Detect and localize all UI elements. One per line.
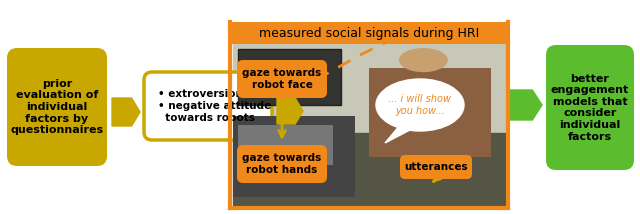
Text: prior
evaluation of
individual
factors by
questionnaires: prior evaluation of individual factors b… — [10, 79, 104, 135]
Text: gaze towards
robot face: gaze towards robot face — [243, 68, 322, 90]
FancyBboxPatch shape — [238, 49, 341, 105]
FancyBboxPatch shape — [230, 22, 508, 44]
FancyBboxPatch shape — [546, 45, 634, 170]
Text: ... i will show
you how...: ... i will show you how... — [388, 94, 451, 116]
Text: better
engagement
models that
consider
individual
factors: better engagement models that consider i… — [551, 73, 629, 141]
Text: gaze towards
robot hands: gaze towards robot hands — [243, 153, 322, 175]
FancyBboxPatch shape — [237, 145, 327, 183]
FancyBboxPatch shape — [400, 155, 472, 179]
FancyBboxPatch shape — [144, 72, 272, 140]
Text: utterances: utterances — [404, 162, 468, 172]
Text: • extroversion
• negative attitude
  towards robots: • extroversion • negative attitude towar… — [158, 89, 271, 123]
Polygon shape — [112, 98, 140, 126]
FancyBboxPatch shape — [369, 68, 492, 157]
Polygon shape — [510, 90, 542, 120]
FancyBboxPatch shape — [233, 116, 355, 197]
Ellipse shape — [399, 48, 448, 72]
FancyBboxPatch shape — [233, 44, 505, 205]
FancyBboxPatch shape — [7, 48, 107, 166]
Polygon shape — [277, 98, 303, 124]
Ellipse shape — [376, 79, 464, 131]
Polygon shape — [385, 125, 410, 143]
Text: measured social signals during HRI: measured social signals during HRI — [259, 27, 479, 40]
FancyBboxPatch shape — [238, 125, 333, 165]
FancyBboxPatch shape — [237, 60, 327, 98]
